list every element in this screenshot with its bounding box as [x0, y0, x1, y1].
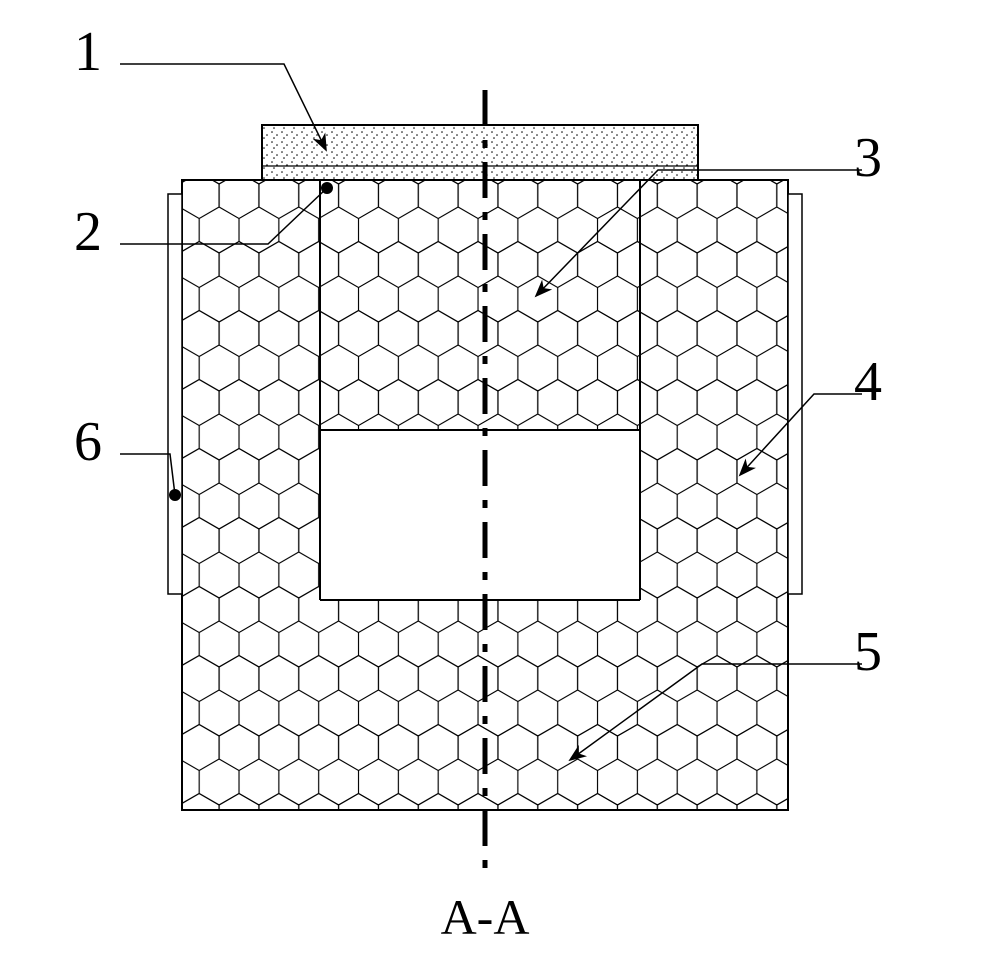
callout-label-4: 4 [854, 354, 882, 410]
callout-label-2: 2 [74, 204, 102, 260]
callout-label-5: 5 [854, 624, 882, 680]
callout-label-3: 3 [854, 130, 882, 186]
callout-label-1: 1 [74, 24, 102, 80]
section-diagram: 1 2 3 4 5 6 A-A [0, 0, 1000, 972]
section-label: A-A [425, 888, 545, 946]
diagram-svg [0, 0, 1000, 972]
callout-label-6: 6 [74, 414, 102, 470]
